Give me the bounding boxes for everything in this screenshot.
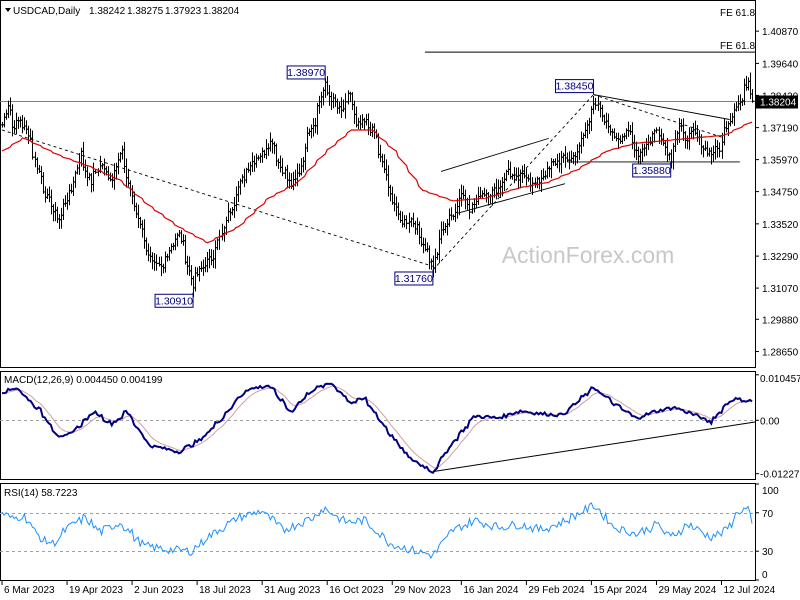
svg-text:1.38204: 1.38204 xyxy=(760,98,797,109)
rsi-tick-label: 70 xyxy=(762,509,774,520)
rsi-panel-frame xyxy=(0,483,756,581)
fib-extension-label: FE 61.8 xyxy=(720,41,755,52)
rsi-tick-label: 100 xyxy=(762,486,779,497)
rsi-line xyxy=(1,502,753,560)
price-tick-label: 1.39640 xyxy=(762,59,799,70)
annotation-label: 1.38450 xyxy=(555,81,593,93)
price-tick-label: 1.37190 xyxy=(762,124,799,135)
date-tick-label: 29 May 2024 xyxy=(658,585,716,596)
trendline xyxy=(593,94,730,120)
moving-average xyxy=(1,121,753,244)
trendline xyxy=(432,94,594,271)
price-annotations: 1.38970 1.30910 1.31760 1.38450 1.35880 xyxy=(154,65,672,308)
trendline xyxy=(457,183,566,214)
macd-tick-label: -0.012276 xyxy=(760,470,800,481)
annotation-label: 1.35880 xyxy=(633,165,671,177)
trendline xyxy=(593,94,724,139)
date-tick-label: 29 Nov 2023 xyxy=(394,585,451,596)
price-panel-frame xyxy=(0,0,756,368)
macd-panel-frame xyxy=(0,371,756,480)
price-tick-label: 1.31070 xyxy=(762,284,799,295)
annotation-1.30910: 1.30910 xyxy=(154,292,194,308)
annotation-1.38970: 1.38970 xyxy=(286,65,326,81)
annotation-1.35880: 1.35880 xyxy=(632,161,672,178)
annotation-label: 1.31760 xyxy=(395,273,433,285)
rsi-series xyxy=(0,502,755,560)
macd-signal-line xyxy=(2,385,752,469)
macd-tick-label: 0.010457 xyxy=(760,374,800,385)
title-group: USDCAD,Daily 1.38242 1.38275 1.37923 1.3… xyxy=(5,6,240,17)
annotation-label: 1.30910 xyxy=(155,295,193,307)
date-tick-label: 31 Aug 2023 xyxy=(264,585,321,596)
macd-line xyxy=(2,382,753,475)
ohlc-close: 1.38204 xyxy=(203,6,240,17)
price-tick-label: 1.28650 xyxy=(762,348,799,359)
fib-label-top: FE 61.8 xyxy=(720,8,755,19)
price-bars xyxy=(0,72,755,298)
chart-title: USDCAD,Daily xyxy=(13,6,80,17)
watermark: ActionForex.com xyxy=(502,242,675,268)
ohlc-low: 1.37923 xyxy=(165,6,202,17)
date-tick-label: 6 Mar 2023 xyxy=(4,585,55,596)
collapse-triangle-icon xyxy=(5,8,11,12)
date-tick-label: 29 Feb 2024 xyxy=(528,585,585,596)
trendline xyxy=(440,137,549,172)
moving-average-line xyxy=(1,121,753,244)
macd-trendline xyxy=(432,421,756,473)
price-bar xyxy=(750,89,755,103)
date-tick-label: 18 Jul 2023 xyxy=(199,585,251,596)
annotation-1.38450: 1.38450 xyxy=(554,79,594,95)
rsi-axis: 100 70 30 0 xyxy=(755,483,779,581)
rsi-label: RSI(14) 58.7223 xyxy=(4,488,78,499)
ohlc-high: 1.38275 xyxy=(127,6,164,17)
date-tick-label: 15 Apr 2024 xyxy=(593,585,647,596)
price-tick-label: 1.34750 xyxy=(762,188,799,199)
date-tick-label: 19 Apr 2023 xyxy=(69,585,123,596)
last-price-tag: 1.38204 xyxy=(756,95,798,109)
price-tick-label: 1.33520 xyxy=(762,220,799,231)
date-tick-label: 16 Jan 2024 xyxy=(463,585,518,596)
macd-series xyxy=(0,382,756,475)
rsi-tick-label: 0 xyxy=(762,570,768,581)
price-tick-label: 1.40870 xyxy=(762,27,799,38)
price-tick-label: 1.35970 xyxy=(762,156,799,167)
annotation-label: 1.38970 xyxy=(287,67,325,79)
rsi-tick-label: 30 xyxy=(762,547,774,558)
price-tick-label: 1.29880 xyxy=(762,315,799,326)
date-tick-label: 16 Oct 2023 xyxy=(329,585,384,596)
date-axis: 6 Mar 2023 19 Apr 2023 2 Jun 2023 18 Jul 20… xyxy=(1,580,776,596)
macd-axis: 0.010457 0.00 -0.012276 xyxy=(755,374,800,481)
macd-tick-label: 0.00 xyxy=(760,416,780,427)
ohlc-open: 1.38242 xyxy=(89,6,126,17)
macd-label: MACD(12,26,9) 0.004450 0.004199 xyxy=(4,375,163,386)
price-tick-label: 1.32290 xyxy=(762,252,799,263)
date-tick-label: 2 Jun 2023 xyxy=(134,585,184,596)
date-tick-label: 12 Jul 2024 xyxy=(724,585,776,596)
annotation-1.31760: 1.31760 xyxy=(394,269,434,286)
